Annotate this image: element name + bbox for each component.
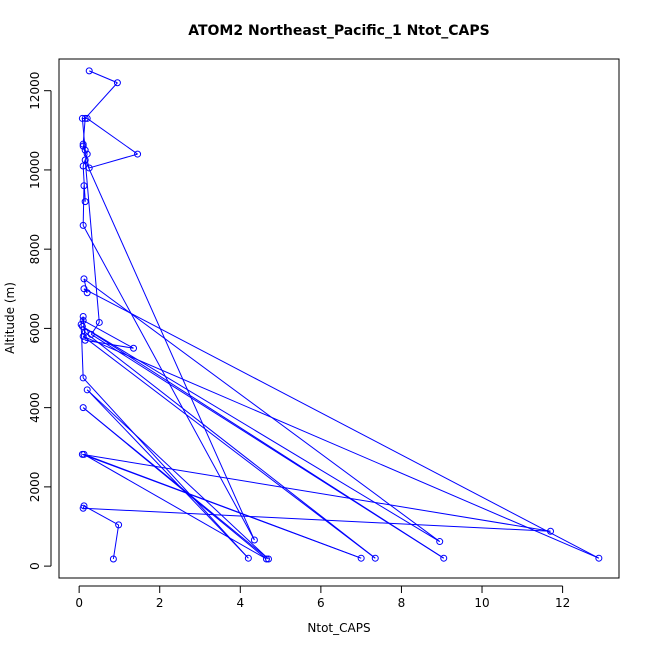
data-point [83,289,91,297]
data-point [134,150,142,158]
x-tick-label: 4 [236,596,244,610]
data-point [115,521,123,529]
series-segment [82,320,134,349]
series-segment [83,453,362,559]
data-point [85,164,93,172]
series-segment [86,118,138,155]
plot-frame [58,58,620,579]
series-segment [82,225,255,541]
data-point [83,114,91,122]
y-tick-label: 10000 [28,151,42,189]
data-point [79,313,87,321]
data-point [113,79,121,87]
data-point [85,67,93,75]
data-point [436,538,444,546]
series-segment [89,153,138,169]
data-point [87,330,95,338]
series-segment [82,185,85,226]
data-point [81,336,89,344]
series-segment [82,335,376,559]
data-point [81,146,89,154]
series-segment [83,278,441,542]
data-point [595,554,603,562]
series-segment [83,453,267,560]
series-segment [90,322,100,335]
data-point [371,554,379,562]
data-point [81,328,89,336]
data-point [95,318,103,326]
y-tick-label: 0 [28,562,42,570]
data-point [81,114,89,122]
plot-area [77,67,603,563]
series-segment [112,524,120,560]
data-point [440,554,448,562]
y-tick-label: 6000 [28,313,42,344]
chart-title: ATOM2 Northeast_Pacific_1 Ntot_CAPS [188,23,490,39]
series-segment [82,118,86,145]
data-point [547,527,555,535]
x-tick-label: 10 [474,596,489,610]
series-segment [82,153,88,167]
x-axis-label: Ntot_CAPS [307,621,370,635]
data-point [79,140,87,148]
data-point [244,554,252,562]
series-segment [82,335,600,559]
y-tick-label: 4000 [28,392,42,423]
y-tick-label: 8000 [28,234,42,265]
data-point [79,142,87,150]
data-point [81,156,89,164]
x-tick-label: 2 [156,596,164,610]
y-axis-label: Altitude (m) [3,282,17,354]
data-point [130,344,138,352]
series-segment [82,453,551,532]
series-segment [82,165,86,202]
series-segment [89,70,118,84]
data-point [83,386,91,394]
series-segment [82,377,249,559]
data-point [80,182,88,190]
data-point [81,198,89,206]
data-point [79,404,87,412]
data-point [80,275,88,283]
axes: 0 2 4 6 8 10 12 0 2000 4000 6000 8000 10000 12000 [28,58,620,610]
data-point [79,162,87,170]
y-tick-label: 12000 [28,72,42,110]
data-point [79,504,87,512]
data-point [79,332,87,340]
series-segment [83,507,551,532]
series-segment [84,159,255,541]
series-segment [82,407,269,560]
data-point [78,114,86,122]
x-tick-label: 12 [555,596,570,610]
data-point [109,555,117,563]
series-segment [86,389,269,560]
y-tick-label: 2000 [28,472,42,503]
series-segment [90,333,445,559]
series-segment [83,288,600,559]
data-point [357,554,365,562]
x-tick-label: 0 [75,596,83,610]
series-segment [82,325,440,542]
data-point [79,221,87,229]
data-point [80,450,88,458]
data-point [79,374,87,382]
series-segment [84,82,118,119]
data-point [83,150,91,158]
series-segment [86,389,249,559]
data-point [262,555,270,563]
data-point [250,536,258,544]
data-point [78,322,86,330]
data-point [264,555,272,563]
x-tick-label: 8 [398,596,406,610]
series-segment [84,331,376,559]
x-tick-label: 6 [317,596,325,610]
